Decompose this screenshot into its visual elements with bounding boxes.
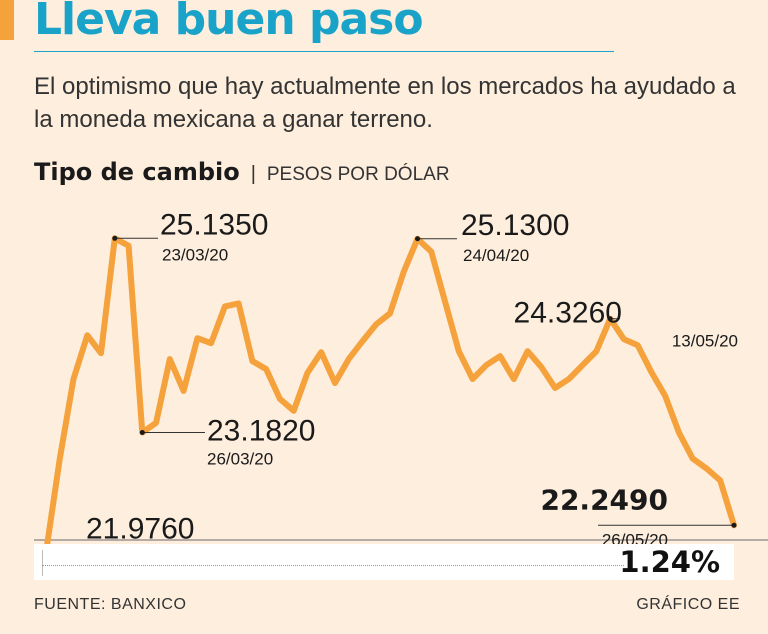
annotation-point [112, 235, 118, 241]
annotation-value: 23.1820 [207, 415, 315, 448]
annotation-point [731, 522, 737, 528]
annotation-date: 13/05/20 [672, 332, 738, 351]
annotation-value: 25.1350 [160, 208, 268, 241]
annotation-point [415, 236, 421, 242]
annotation-value: 24.3260 [514, 297, 622, 330]
headline-rule [34, 51, 614, 52]
annotation-point [139, 430, 145, 436]
headline: Lleva buen paso [34, 0, 424, 45]
annotation-value: 25.1300 [461, 209, 569, 242]
annotation-value: 21.9760 [86, 512, 194, 545]
chart-title: Tipo de cambio [34, 158, 240, 186]
annotation-date: 24/04/20 [463, 246, 529, 265]
strip-tick [42, 550, 43, 576]
change-strip: 1.24% [34, 544, 734, 580]
change-percentage: 1.24% [619, 545, 720, 579]
subtitle: El optimismo que hay actualmente en los … [34, 73, 736, 133]
source-note: FUENTE: BANXICO [34, 596, 187, 613]
annotation-point [607, 316, 613, 322]
chart-heading: Tipo de cambio | PESOS POR DÓLAR [34, 158, 450, 187]
annotation-value: 22.2490 [540, 483, 668, 516]
title-accent-bar [0, 0, 14, 40]
chart-heading-separator: | [250, 163, 256, 185]
chart-unit: PESOS POR DÓLAR [266, 164, 450, 185]
annotation-date: 23/03/20 [162, 245, 228, 264]
chart-annotations: 21.976013/03/2025.135023/03/2023.182026/… [43, 208, 738, 564]
graphic-credit: GRÁFICO EE [636, 596, 740, 613]
strip-dotted-line [42, 565, 624, 566]
series-line [43, 235, 737, 556]
annotation-date: 26/03/20 [207, 450, 273, 469]
